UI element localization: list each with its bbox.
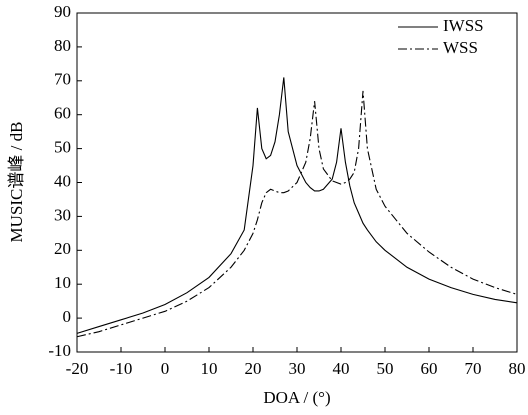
y-tick-label: 40	[54, 171, 71, 190]
x-tick-label: 20	[245, 359, 262, 378]
y-tick-label: 80	[54, 36, 71, 55]
x-tick-label: 0	[161, 359, 170, 378]
legend-label: IWSS	[443, 16, 484, 35]
y-tick-label: 70	[54, 70, 71, 89]
x-tick-label: 40	[333, 359, 350, 378]
series-line	[76, 90, 518, 338]
y-tick-label: 0	[63, 307, 72, 326]
x-tick-label: -10	[110, 359, 133, 378]
x-tick-label: 60	[421, 359, 438, 378]
x-tick-label: 80	[509, 359, 526, 378]
x-tick-label: 50	[377, 359, 394, 378]
y-tick-label: 60	[54, 104, 71, 123]
x-tick-label: 10	[201, 359, 218, 378]
x-tick-label: -20	[66, 359, 89, 378]
series-line	[76, 77, 518, 334]
y-tick-label: 10	[54, 273, 71, 292]
y-tick-label: 20	[54, 239, 71, 258]
y-tick-label: -10	[48, 341, 71, 360]
y-tick-label: 50	[54, 138, 71, 157]
x-axis-label: DOA / (°)	[263, 388, 330, 407]
y-tick-label: 90	[54, 2, 71, 21]
y-axis-label: MUSIC谱峰 / dB	[7, 122, 26, 243]
y-tick-label: 30	[54, 205, 71, 224]
x-tick-label: 30	[289, 359, 306, 378]
legend-label: WSS	[443, 38, 478, 57]
x-tick-label: 70	[465, 359, 482, 378]
